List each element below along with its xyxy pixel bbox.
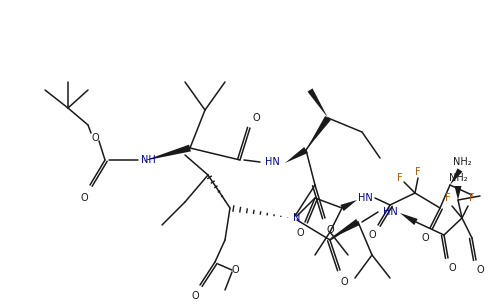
Polygon shape <box>400 213 418 225</box>
Text: F: F <box>469 193 475 203</box>
Text: O: O <box>421 233 429 243</box>
Text: O: O <box>340 277 348 287</box>
Text: O: O <box>252 113 260 123</box>
Text: O: O <box>231 265 239 275</box>
Polygon shape <box>306 116 331 150</box>
Text: O: O <box>368 230 376 240</box>
Polygon shape <box>455 186 461 200</box>
Text: NH₂: NH₂ <box>453 157 471 167</box>
Text: F: F <box>415 167 421 177</box>
Polygon shape <box>340 200 357 211</box>
Text: N: N <box>293 213 301 223</box>
Polygon shape <box>308 88 328 118</box>
Text: O: O <box>448 263 456 273</box>
Polygon shape <box>328 219 360 240</box>
Polygon shape <box>285 147 308 163</box>
Text: O: O <box>326 225 334 235</box>
Text: O: O <box>191 291 199 301</box>
Text: NH: NH <box>141 155 155 165</box>
Polygon shape <box>143 145 191 161</box>
Text: HN: HN <box>357 193 372 203</box>
Text: O: O <box>296 228 304 238</box>
Text: O: O <box>476 265 484 275</box>
Text: HN: HN <box>383 207 397 217</box>
Text: O: O <box>80 193 88 203</box>
Text: F: F <box>445 193 451 203</box>
Polygon shape <box>450 168 462 185</box>
Text: F: F <box>397 173 403 183</box>
Text: HN: HN <box>265 157 280 167</box>
Text: NH₂: NH₂ <box>449 173 467 183</box>
Text: O: O <box>91 133 99 143</box>
